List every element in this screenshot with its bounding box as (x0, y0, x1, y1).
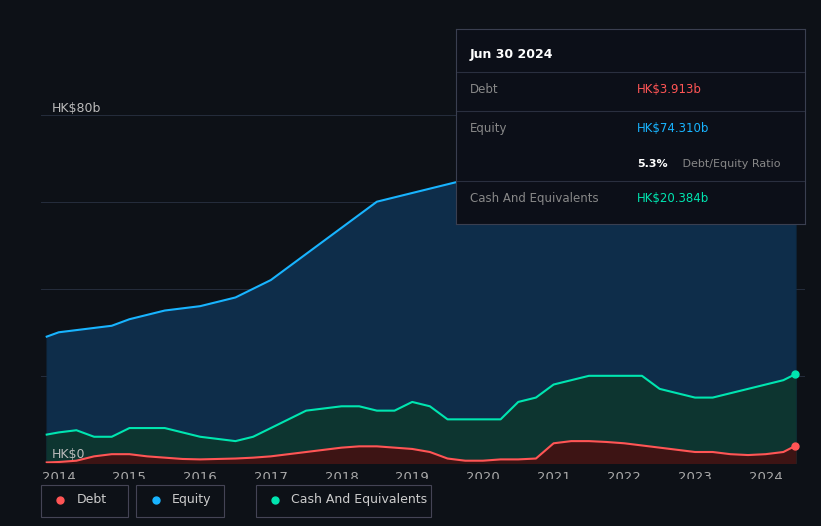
Text: HK$74.310b: HK$74.310b (637, 123, 709, 135)
Text: Cash And Equivalents: Cash And Equivalents (470, 193, 599, 206)
Text: 5.3%: 5.3% (637, 159, 667, 169)
Bar (136, 485, 223, 517)
Text: Equity: Equity (172, 493, 212, 506)
Text: Debt: Debt (470, 84, 498, 96)
Text: Debt: Debt (76, 493, 107, 506)
Text: HK$20.384b: HK$20.384b (637, 193, 709, 206)
Bar (40, 485, 128, 517)
Text: Equity: Equity (470, 123, 507, 135)
Text: Cash And Equivalents: Cash And Equivalents (291, 493, 428, 506)
Text: Jun 30 2024: Jun 30 2024 (470, 48, 553, 62)
Bar (255, 485, 431, 517)
Text: HK$80b: HK$80b (52, 102, 101, 115)
Text: Debt/Equity Ratio: Debt/Equity Ratio (679, 159, 781, 169)
Text: HK$3.913b: HK$3.913b (637, 84, 702, 96)
Text: HK$0: HK$0 (52, 448, 85, 461)
